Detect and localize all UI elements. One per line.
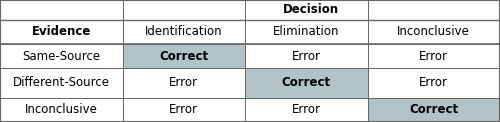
Bar: [368, 20, 500, 44]
Text: Inconclusive: Inconclusive: [398, 25, 470, 38]
Bar: [122, 68, 245, 98]
Bar: [122, 20, 245, 44]
Text: Error: Error: [419, 76, 448, 89]
Bar: [122, 44, 245, 68]
Bar: [122, 98, 245, 122]
Text: Same-Source: Same-Source: [22, 50, 101, 63]
Bar: [0, 0, 122, 20]
Bar: [0, 68, 122, 98]
Text: Correct: Correct: [409, 103, 459, 116]
Text: Error: Error: [292, 103, 321, 116]
Bar: [368, 98, 500, 122]
Bar: [368, 0, 500, 20]
Text: Different-Source: Different-Source: [13, 76, 110, 89]
Text: Decision: Decision: [283, 3, 340, 16]
Bar: [245, 68, 368, 98]
Text: Error: Error: [419, 50, 448, 63]
Bar: [0, 20, 122, 44]
Bar: [122, 0, 245, 20]
Text: Identification: Identification: [145, 25, 222, 38]
Bar: [0, 98, 122, 122]
Text: Correct: Correct: [159, 50, 208, 63]
Bar: [245, 20, 368, 44]
Text: Elimination: Elimination: [273, 25, 340, 38]
Text: Inconclusive: Inconclusive: [25, 103, 98, 116]
Text: Error: Error: [292, 50, 321, 63]
Text: Correct: Correct: [282, 76, 331, 89]
Bar: [245, 98, 368, 122]
Text: Error: Error: [169, 76, 198, 89]
Bar: [0, 44, 122, 68]
Bar: [368, 44, 500, 68]
Bar: [245, 0, 368, 20]
Bar: [368, 68, 500, 98]
Bar: [245, 44, 368, 68]
Text: Evidence: Evidence: [32, 25, 91, 38]
Text: Error: Error: [169, 103, 198, 116]
